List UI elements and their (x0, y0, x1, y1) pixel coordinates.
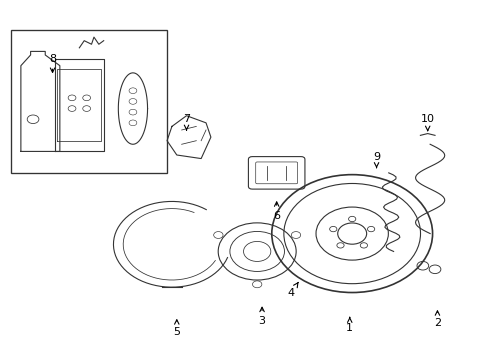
Text: 9: 9 (373, 152, 380, 167)
Text: 2: 2 (434, 311, 441, 328)
Text: 10: 10 (421, 114, 435, 131)
Bar (11, 30, 167, 173)
Text: 8: 8 (49, 54, 56, 72)
Text: 3: 3 (259, 307, 266, 326)
Text: 5: 5 (173, 320, 180, 337)
Text: 4: 4 (288, 282, 298, 297)
Text: 6: 6 (273, 202, 280, 221)
Text: 1: 1 (346, 318, 353, 333)
Text: 7: 7 (183, 114, 190, 130)
